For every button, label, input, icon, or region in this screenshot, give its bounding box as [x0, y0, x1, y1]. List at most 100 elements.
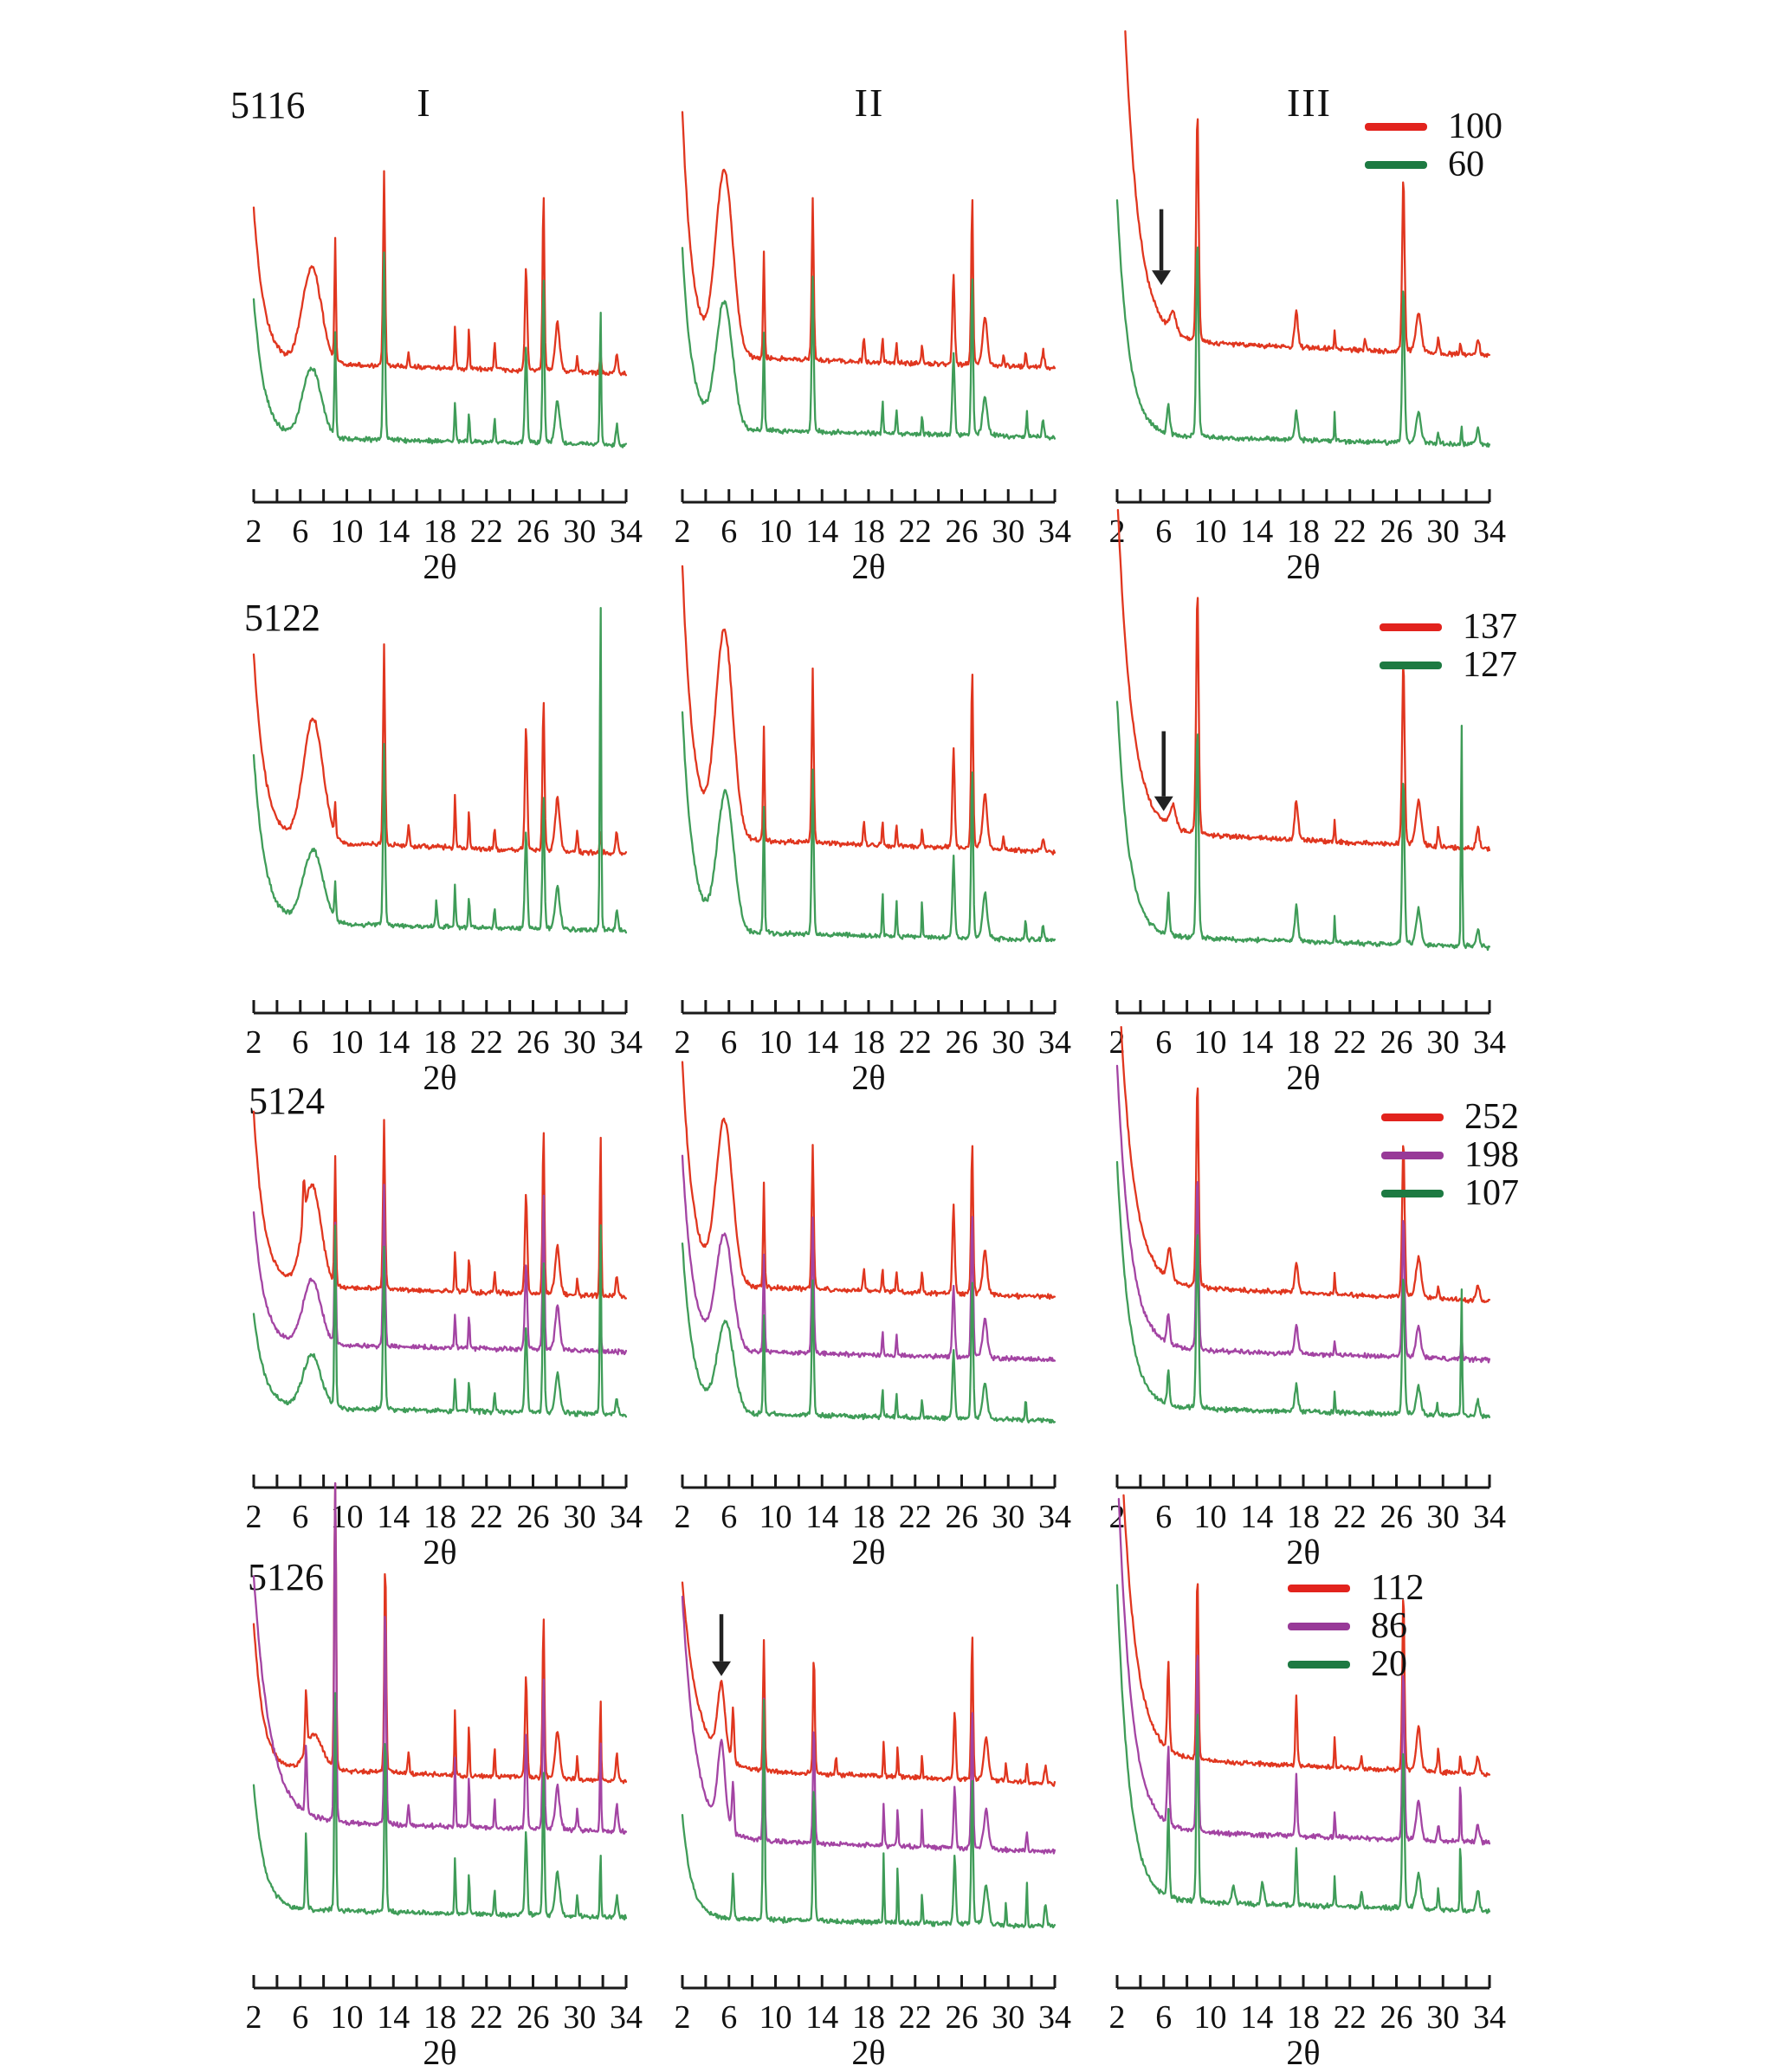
legend-value: 107 [1464, 1173, 1519, 1213]
tick-label-18: 18 [852, 1499, 885, 1535]
tick-label-26: 26 [946, 1499, 979, 1535]
trace-green-127 [681, 711, 1057, 943]
legend-swatch-green-icon [1365, 160, 1427, 169]
tick-label-30: 30 [992, 1999, 1024, 2036]
legend-item-purple: 86 [1288, 1607, 1424, 1645]
tick-label-30: 30 [992, 513, 1024, 550]
tick-label-34: 34 [610, 1499, 643, 1535]
tick-label-22: 22 [470, 1024, 503, 1061]
tick-label-14: 14 [1240, 513, 1273, 550]
column-header-1: I [417, 81, 432, 125]
annotation-arrow-icon [1152, 209, 1172, 286]
tick-label-26: 26 [517, 1024, 550, 1061]
axis-title-2theta: 2θ [851, 547, 885, 586]
tick-label-14: 14 [805, 1999, 838, 2036]
tick-label-18: 18 [1287, 1499, 1320, 1535]
legend-row-1: 100 60 [1365, 107, 1502, 184]
tick-label-30: 30 [563, 1024, 596, 1061]
tick-label-34: 34 [610, 1999, 643, 2036]
trace-green-107 [1115, 1160, 1491, 1419]
legend-swatch-green-icon [1381, 1189, 1444, 1197]
tick-label-34: 34 [610, 1024, 643, 1061]
axis-title-2theta: 2θ [1286, 1058, 1320, 1097]
legend-item-red: 252 [1381, 1098, 1519, 1136]
tick-label-34: 34 [1473, 513, 1506, 550]
legend-swatch-red-icon [1288, 1584, 1350, 1592]
tick-label-2: 2 [675, 513, 691, 550]
tick-label-2: 2 [1109, 513, 1126, 550]
tick-label-6: 6 [1155, 1499, 1172, 1535]
trace-purple-86 [252, 1481, 628, 1835]
tick-label-6: 6 [721, 1999, 737, 2036]
tick-label-10: 10 [759, 1024, 792, 1061]
tick-label-22: 22 [470, 513, 503, 550]
tick-label-10: 10 [331, 1024, 364, 1061]
tick-label-2: 2 [675, 1499, 691, 1535]
tick-label-30: 30 [1426, 1499, 1459, 1535]
trace-green-20 [1115, 1584, 1491, 1914]
legend-swatch-purple-icon [1288, 1622, 1350, 1630]
trace-purple-86 [1117, 1497, 1491, 1846]
tick-label-26: 26 [1380, 1999, 1413, 2036]
tick-label-26: 26 [946, 1024, 979, 1061]
tick-label-26: 26 [517, 513, 550, 550]
sample-label-1: 5116 [230, 84, 306, 126]
legend-swatch-red-icon [1365, 122, 1427, 131]
tick-label-6: 6 [292, 1024, 308, 1061]
legend-item-green: 107 [1381, 1174, 1519, 1212]
tick-label-30: 30 [1426, 1999, 1459, 2036]
trace-green-107 [252, 1223, 628, 1418]
tick-label-22: 22 [899, 1499, 932, 1535]
trace-red-112 [681, 1581, 1057, 1787]
tick-label-18: 18 [852, 1024, 885, 1061]
tick-label-14: 14 [1240, 1999, 1273, 2036]
tick-label-22: 22 [1334, 1024, 1367, 1061]
tick-label-26: 26 [1380, 513, 1413, 550]
tick-label-30: 30 [992, 1024, 1024, 1061]
trace-red-137 [252, 643, 628, 856]
tick-label-30: 30 [1426, 1024, 1459, 1061]
tick-label-30: 30 [563, 1499, 596, 1535]
trace-red-252 [1120, 1026, 1491, 1304]
tick-label-34: 34 [1038, 513, 1071, 550]
tick-label-18: 18 [423, 1499, 456, 1535]
tick-label-34: 34 [1473, 1999, 1506, 2036]
tick-label-10: 10 [331, 513, 364, 550]
tick-label-14: 14 [805, 513, 838, 550]
column-header-3: III [1287, 81, 1332, 125]
tick-label-10: 10 [759, 1499, 792, 1535]
tick-label-10: 10 [331, 1999, 364, 2036]
tick-label-34: 34 [1038, 1024, 1071, 1061]
trace-red-100 [1124, 29, 1491, 358]
tick-label-26: 26 [946, 513, 979, 550]
axis-title-2theta: 2θ [423, 547, 456, 586]
legend-row-3: 252 198 107 [1381, 1098, 1519, 1212]
tick-label-2: 2 [675, 1999, 691, 2036]
axis-title-2theta: 2θ [1286, 1533, 1320, 1572]
tick-label-10: 10 [759, 1999, 792, 2036]
tick-label-14: 14 [377, 513, 410, 550]
trace-green-20 [681, 1699, 1057, 1929]
trace-red-100 [252, 170, 628, 377]
tick-label-30: 30 [563, 1999, 596, 2036]
tick-label-22: 22 [1334, 1499, 1367, 1535]
tick-label-26: 26 [946, 1999, 979, 2036]
tick-label-14: 14 [1240, 1024, 1273, 1061]
tick-label-26: 26 [517, 1499, 550, 1535]
tick-label-10: 10 [1194, 513, 1227, 550]
trace-green-20 [252, 1692, 628, 1921]
tick-label-14: 14 [377, 1499, 410, 1535]
legend-value: 112 [1371, 1568, 1425, 1608]
column-header-2: II [854, 81, 885, 125]
legend-item-green: 127 [1380, 646, 1517, 684]
trace-red-252 [681, 1061, 1057, 1301]
